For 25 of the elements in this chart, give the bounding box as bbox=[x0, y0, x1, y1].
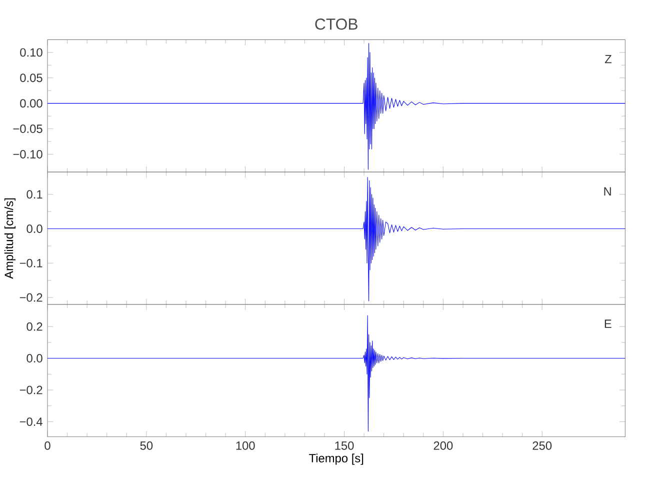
y-tick-label: 0.10 bbox=[20, 48, 42, 57]
y-tick-label: 0.00 bbox=[20, 98, 42, 108]
chart-title: CTOB bbox=[315, 18, 358, 30]
x-tick-label: 50 bbox=[140, 441, 153, 450]
annotation: E bbox=[604, 320, 612, 328]
y-tick-label: 0.2 bbox=[26, 322, 42, 331]
y-tick-label: −0.2 bbox=[20, 386, 42, 394]
y-tick-label: −0.05 bbox=[13, 124, 42, 133]
y-tick-label: 0.0 bbox=[26, 354, 42, 362]
x-tick-label: 0 bbox=[44, 441, 50, 450]
x-tick-label: 150 bbox=[335, 441, 354, 450]
y-tick-label: −0.10 bbox=[13, 150, 42, 158]
x-tick-label: 250 bbox=[532, 441, 552, 450]
x-axis-title: Tiempo [s] bbox=[309, 454, 364, 465]
annotation: Z bbox=[604, 54, 612, 64]
y-axis-title: Amplitud [cm/s] bbox=[4, 198, 16, 279]
y-tick-label: −0.2 bbox=[20, 293, 42, 302]
y-tick-label: −0.4 bbox=[20, 417, 42, 426]
annotation: N bbox=[604, 187, 611, 196]
y-tick-label: −0.1 bbox=[20, 258, 42, 268]
x-tick-label: 100 bbox=[236, 441, 255, 450]
x-tick-label: 200 bbox=[434, 441, 453, 450]
y-tick-label: 0.05 bbox=[20, 74, 42, 82]
y-tick-label: 0.0 bbox=[26, 224, 42, 233]
y-tick-label: 0.1 bbox=[26, 190, 42, 198]
